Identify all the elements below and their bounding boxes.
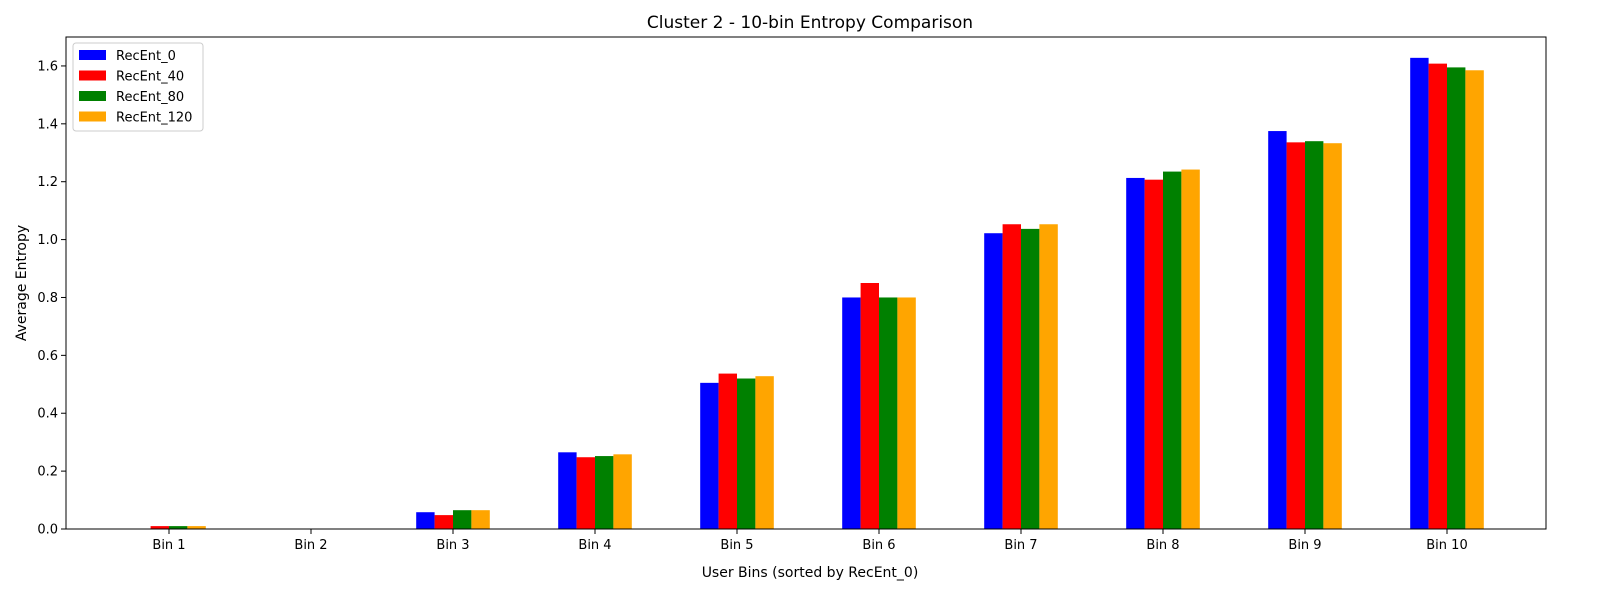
bar xyxy=(187,526,206,529)
bar xyxy=(737,378,756,529)
legend-box xyxy=(72,42,204,132)
bar xyxy=(1323,143,1342,529)
x-tick-label: Bin 8 xyxy=(1146,538,1179,553)
bar xyxy=(1268,131,1287,529)
bar xyxy=(1039,224,1058,529)
bar xyxy=(434,515,453,529)
legend-swatch xyxy=(79,50,106,60)
bar xyxy=(1286,142,1305,529)
bar xyxy=(416,512,435,529)
bar xyxy=(1021,228,1040,529)
legend-swatch xyxy=(79,111,106,122)
bar xyxy=(453,510,472,529)
x-tick-label: Bin 9 xyxy=(1288,538,1321,553)
bar xyxy=(879,297,898,529)
y-tick-label: 0.4 xyxy=(37,407,58,422)
bar xyxy=(576,457,595,529)
bars xyxy=(150,57,1484,530)
bar xyxy=(860,283,879,529)
x-tick-label: Bin 1 xyxy=(152,538,185,553)
y-tick-label: 0.0 xyxy=(37,523,58,538)
bar xyxy=(1163,171,1182,529)
bar xyxy=(150,526,169,529)
y-axis: 0.0 0.2 0.4 0.6 0.8 1.0 1.2 1.4 1.6 xyxy=(37,59,66,538)
y-tick-label: 1.0 xyxy=(37,233,58,248)
legend-entry: RecEnt_120 xyxy=(116,111,192,126)
bar xyxy=(718,373,737,529)
bar xyxy=(1002,224,1021,529)
bar xyxy=(984,233,1003,529)
bar xyxy=(897,297,916,529)
bar xyxy=(595,456,614,529)
x-tick-label: Bin 6 xyxy=(862,538,895,553)
bar xyxy=(558,452,577,529)
bar xyxy=(1181,169,1200,530)
y-tick-label: 1.2 xyxy=(37,175,58,190)
bar xyxy=(1410,57,1429,530)
bar xyxy=(169,526,188,529)
bar xyxy=(471,510,490,529)
legend-swatch xyxy=(79,91,106,101)
y-tick-label: 0.6 xyxy=(37,349,58,364)
bar xyxy=(842,297,861,529)
y-tick-label: 0.2 xyxy=(37,465,58,480)
x-tick-label: Bin 2 xyxy=(294,538,327,553)
x-tick-label: Bin 7 xyxy=(1004,538,1037,553)
bar xyxy=(1465,70,1484,529)
y-tick-label: 1.4 xyxy=(37,117,58,132)
chart-title: Cluster 2 - 10-bin Entropy Comparison xyxy=(647,13,973,33)
legend-swatch xyxy=(79,70,106,81)
bar xyxy=(1428,63,1447,529)
x-tick-label: Bin 4 xyxy=(578,538,611,553)
plot-frame xyxy=(65,36,1547,530)
y-tick-label: 1.6 xyxy=(37,59,58,74)
legend-entry: RecEnt_40 xyxy=(116,70,184,85)
legend-entry: RecEnt_0 xyxy=(116,49,176,64)
y-axis-label: Average Entropy xyxy=(14,225,30,341)
y-tick-label: 0.8 xyxy=(37,291,58,306)
bar xyxy=(613,454,632,529)
bar xyxy=(1144,179,1163,529)
x-axis-label: User Bins (sorted by RecEnt_0) xyxy=(702,565,919,581)
x-tick-label: Bin 3 xyxy=(436,538,469,553)
x-tick-label: Bin 5 xyxy=(720,538,753,553)
legend: RecEnt_0 RecEnt_40 RecEnt_80 RecEnt_120 xyxy=(72,42,204,132)
bar xyxy=(700,382,719,529)
x-tick-label: Bin 10 xyxy=(1426,538,1467,553)
bar xyxy=(1447,67,1466,529)
bar xyxy=(755,376,774,529)
legend-entry: RecEnt_80 xyxy=(116,90,184,105)
bar xyxy=(1305,141,1324,529)
bar xyxy=(1126,177,1145,529)
x-axis: Bin 1 Bin 2 Bin 3 Bin 4 Bin 5 Bin 6 Bin 7 Bin 8… xyxy=(152,529,1468,553)
